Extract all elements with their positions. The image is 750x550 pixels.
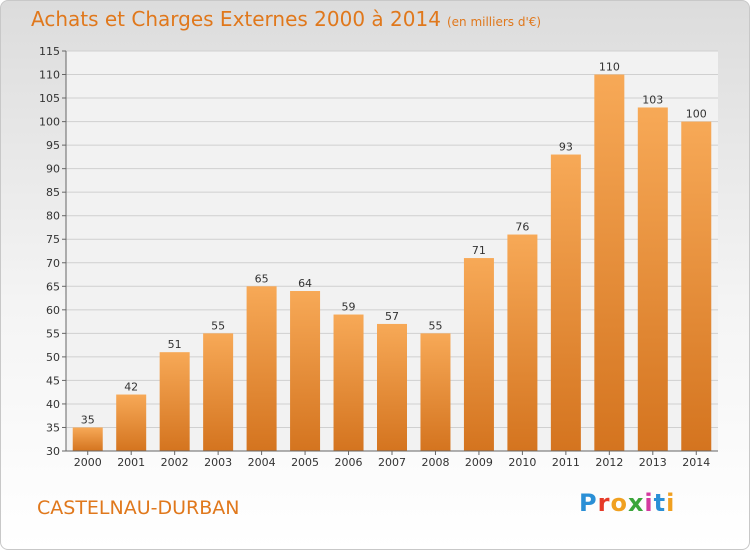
y-tick-label: 50 [46, 351, 60, 364]
logo-letter: r [597, 489, 611, 517]
chart-title-text: Achats et Charges Externes 2000 à 2014 [31, 7, 441, 31]
data-label-2013: 103 [642, 93, 663, 106]
y-tick-label: 70 [46, 257, 60, 270]
x-tick-label-2000: 2000 [74, 456, 102, 469]
bar-2011 [550, 154, 581, 451]
data-label-2007: 57 [385, 310, 399, 323]
bar-2007 [377, 323, 407, 451]
data-label-2012: 110 [599, 61, 620, 74]
y-tick-label: 30 [46, 445, 60, 458]
bar-2004 [246, 286, 277, 451]
data-label-2006: 59 [342, 301, 356, 314]
x-tick-label-2013: 2013 [639, 456, 667, 469]
bar-2000 [72, 427, 103, 451]
data-label-2001: 42 [124, 381, 138, 394]
data-label-2004: 65 [255, 272, 269, 285]
data-label-2002: 51 [168, 338, 182, 351]
x-tick-label-2012: 2012 [595, 456, 623, 469]
bar-2009 [463, 258, 494, 451]
y-tick-label: 80 [46, 210, 60, 223]
bar-2008 [420, 333, 451, 451]
x-tick-label-2004: 2004 [248, 456, 276, 469]
y-tick-label: 55 [46, 327, 60, 340]
axis-layer: 30 35 40 45 50 55 60 65 70 75 80 85 90 95 100 105 110 115… [39, 45, 718, 469]
y-tick-label: 65 [46, 280, 60, 293]
logo-letter: x [627, 489, 645, 517]
chart-unit: (en milliers d'€) [446, 15, 542, 29]
bar-2014 [681, 121, 712, 452]
logo-letter: i [644, 489, 654, 517]
proxiti-logo: Proxiti [579, 489, 675, 517]
logo-letter: o [610, 489, 628, 517]
bar-layer: 35 42 51 55 65 64 59 57 55 71 76 93 110 103 100 [72, 61, 712, 452]
data-label-2011: 93 [559, 141, 573, 154]
data-label-2009: 71 [472, 244, 486, 257]
bar-2003 [203, 333, 234, 451]
bar-2005 [290, 291, 321, 451]
data-label-2005: 64 [298, 277, 312, 290]
bar-2002 [159, 352, 190, 451]
bar-2013 [637, 107, 668, 452]
bar-2010 [507, 234, 538, 451]
y-tick-label: 105 [39, 92, 60, 105]
x-tick-label-2005: 2005 [291, 456, 319, 469]
y-tick-label: 110 [39, 69, 60, 82]
data-label-2014: 100 [686, 108, 707, 121]
y-tick-label: 115 [39, 45, 60, 58]
logo-letter: P [579, 489, 598, 517]
x-tick-label-2003: 2003 [204, 456, 232, 469]
data-label-2000: 35 [81, 413, 95, 426]
y-tick-label: 75 [46, 233, 60, 246]
y-tick-label: 40 [46, 398, 60, 411]
logo-letter: i [666, 489, 676, 517]
bar-2006 [333, 314, 364, 451]
y-tick-label: 35 [46, 421, 60, 434]
bar-2012 [594, 74, 625, 451]
x-tick-label-2002: 2002 [161, 456, 189, 469]
x-tick-label-2010: 2010 [508, 456, 536, 469]
bar-2001 [116, 394, 147, 451]
x-tick-label-2006: 2006 [335, 456, 363, 469]
y-tick-label: 60 [46, 304, 60, 317]
y-tick-label: 85 [46, 186, 60, 199]
data-label-2010: 76 [515, 221, 529, 234]
x-tick-label-2014: 2014 [682, 456, 710, 469]
y-tick-label: 100 [39, 116, 60, 129]
x-tick-label-2008: 2008 [421, 456, 449, 469]
y-tick-label: 95 [46, 139, 60, 152]
y-tick-label: 45 [46, 374, 60, 387]
x-tick-label-2007: 2007 [378, 456, 406, 469]
data-label-2008: 55 [428, 319, 442, 332]
chart-title: Achats et Charges Externes 2000 à 2014 (e… [31, 7, 541, 31]
x-tick-label-2011: 2011 [552, 456, 580, 469]
data-label-2003: 55 [211, 319, 225, 332]
y-tick-label: 90 [46, 163, 60, 176]
city-name: CASTELNAU-DURBAN [37, 497, 240, 519]
x-tick-label-2001: 2001 [117, 456, 145, 469]
logo-letter: t [653, 489, 667, 517]
x-tick-label-2009: 2009 [465, 456, 493, 469]
